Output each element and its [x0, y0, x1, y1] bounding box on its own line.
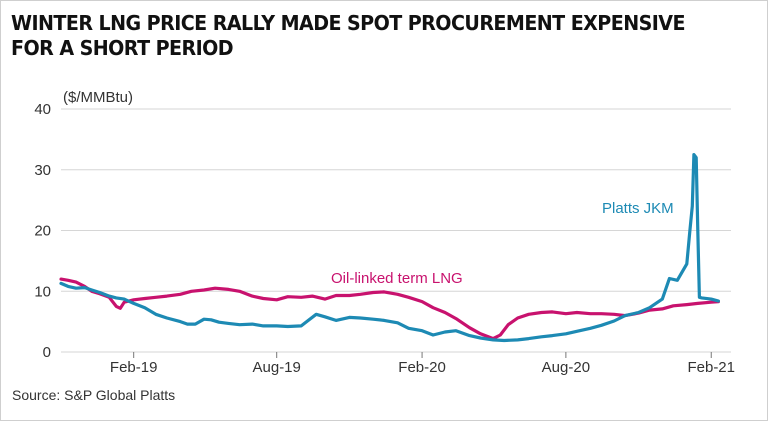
x-tick-label: Feb-19 — [110, 359, 158, 376]
annotation-1: Platts JKM — [602, 200, 674, 217]
y-tick-label: 10 — [34, 283, 51, 300]
chart-title: WINTER LNG PRICE RALLY MADE SPOT PROCURE… — [11, 11, 709, 61]
y-tick-label: 40 — [34, 101, 51, 118]
series-line-0 — [59, 277, 720, 341]
y-axis-unit-label: ($/MMBtu) — [63, 89, 133, 106]
series-lines — [59, 153, 720, 343]
annotation-0: Oil-linked term LNG — [331, 270, 463, 287]
x-tick-label: Feb-20 — [398, 359, 446, 376]
series-annotations: Oil-linked term LNG Platts JKM — [331, 200, 674, 287]
x-tick-label: Feb-21 — [687, 359, 735, 376]
y-tick-label: 20 — [34, 223, 51, 240]
chart-title-line-2: FOR A SHORT PERIOD — [11, 36, 234, 60]
x-tick-label: Aug-19 — [253, 359, 301, 376]
gridlines — [61, 108, 731, 353]
series-line-1 — [59, 153, 720, 343]
x-tick-label: Aug-20 — [542, 359, 590, 376]
source-note: Source: S&P Global Platts — [12, 387, 176, 403]
y-axis-ticks: 0 10 20 30 40 — [34, 101, 51, 361]
y-tick-label: 30 — [34, 162, 51, 179]
chart-title-line-1: WINTER LNG PRICE RALLY MADE SPOT PROCURE… — [11, 11, 686, 35]
y-tick-label: 0 — [43, 344, 51, 361]
x-axis-ticks: Feb-19 Aug-19 Feb-20 Aug-20 Feb-21 — [110, 352, 735, 376]
